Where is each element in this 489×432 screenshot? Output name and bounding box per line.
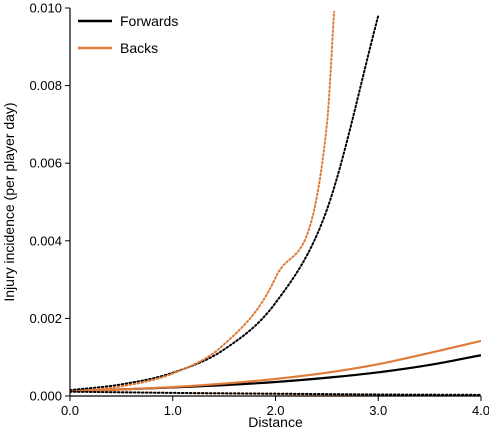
y-tick-label: 0.008 [29, 78, 62, 93]
y-tick-label: 0.002 [29, 311, 62, 326]
series-dotted-line-2 [70, 14, 380, 392]
x-tick-label: 0.0 [61, 403, 79, 418]
axes-layer: 0.0 1.0 2.0 3.0 4.0 0.000 0.002 0.004 0.006 0.008… [29, 1, 489, 419]
legend-label-forwards: Forwards [120, 13, 178, 29]
series-dotted-line-3 [70, 10, 336, 393]
series-dotted-line-5 [70, 390, 481, 396]
x-axis-title: Distance [248, 414, 303, 430]
y-tick-label: 0.000 [29, 389, 62, 404]
y-tick-label: 0.010 [29, 1, 62, 16]
x-tick-label: 3.0 [369, 403, 387, 418]
x-tick-label: 1.0 [164, 403, 182, 418]
legend: Forwards Backs [78, 13, 178, 56]
x-tick-label: 2.0 [266, 403, 284, 418]
series-layer [70, 10, 481, 396]
legend-label-backs: Backs [120, 40, 158, 56]
y-axis-title: Injury incidence (per player day) [1, 102, 17, 301]
backs-solid-line-1 [70, 339, 481, 393]
forwards-solid-line-0 [70, 354, 481, 393]
x-tick-label: 4.0 [472, 403, 489, 418]
y-tick-label: 0.004 [29, 233, 62, 248]
y-tick-label: 0.006 [29, 156, 62, 171]
